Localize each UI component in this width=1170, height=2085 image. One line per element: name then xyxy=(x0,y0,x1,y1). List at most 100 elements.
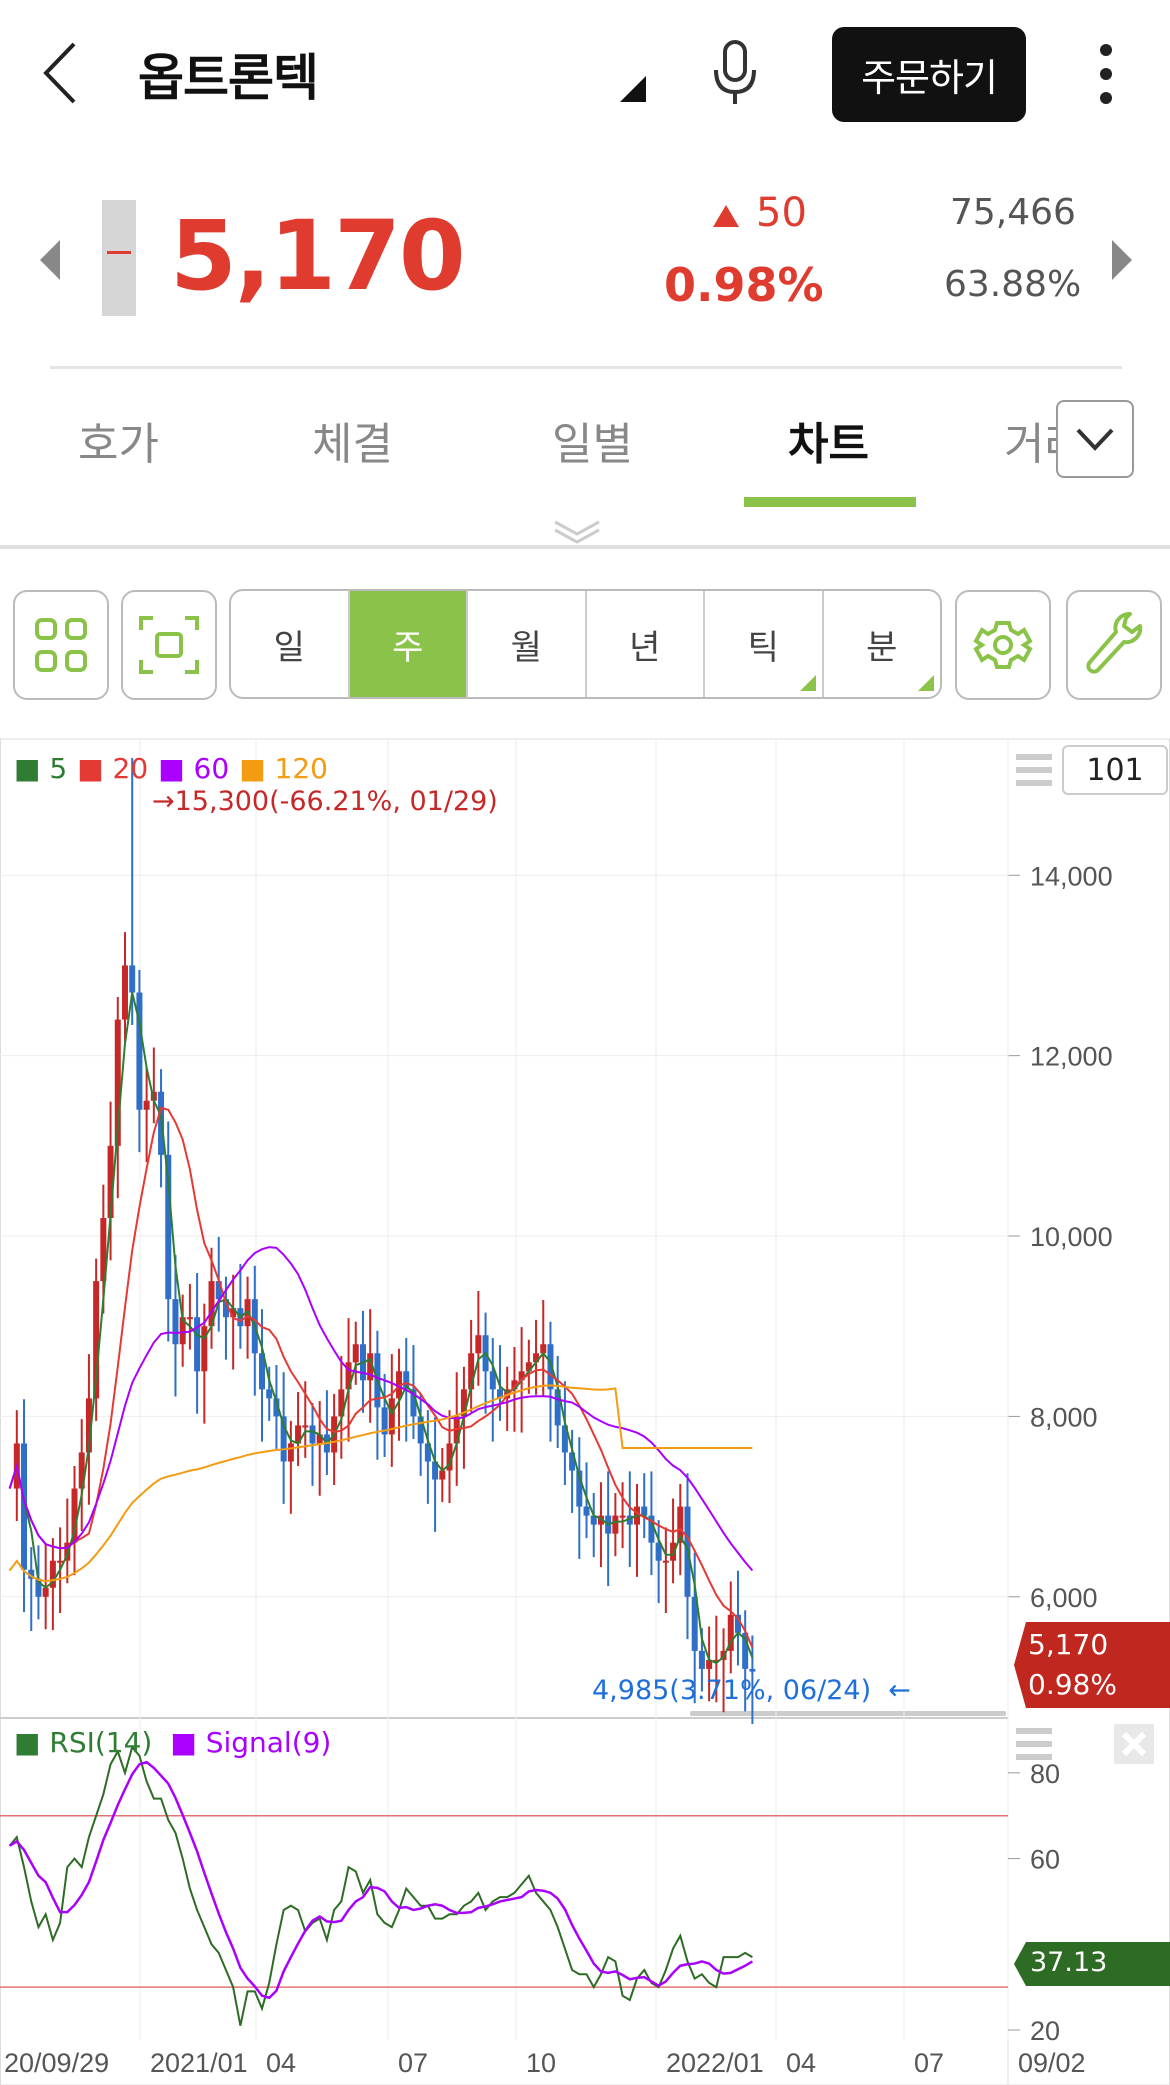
rsi-tick-label: 80 xyxy=(1030,1759,1060,1789)
candle-body xyxy=(641,1506,648,1516)
candle-body xyxy=(273,1398,280,1417)
rsi-legend: ■ RSI(14) ■ Signal(9) xyxy=(14,1726,331,1759)
close-indicator-icon[interactable] xyxy=(1114,1724,1154,1764)
x-tick-label: 2021/01 xyxy=(150,2048,248,2078)
x-tick-label: 07 xyxy=(914,2048,944,2078)
microphone-icon[interactable] xyxy=(710,38,760,108)
candle-body xyxy=(345,1362,352,1390)
candle-body xyxy=(172,1299,179,1345)
tab-chart[interactable]: 차트 xyxy=(788,419,869,470)
chevron-down-icon xyxy=(1076,428,1114,451)
candle-body xyxy=(727,1614,734,1651)
candle-body xyxy=(215,1281,222,1300)
candle-body xyxy=(612,1515,619,1534)
period-week[interactable]: 주 xyxy=(349,591,468,697)
prev-stock-icon[interactable] xyxy=(38,238,62,282)
candle-body xyxy=(424,1443,431,1462)
tab-daily[interactable]: 일별 xyxy=(552,419,633,470)
low-label: 4,985(3.71%, 06/24) ← xyxy=(592,1675,911,1706)
tab-more[interactable]: 거래 xyxy=(1004,419,1056,470)
x-tick-label: 2022/01 xyxy=(666,2048,764,2078)
y-tick-label: 14,000 xyxy=(1030,861,1113,891)
rsi-menu-icon[interactable] xyxy=(1016,1726,1052,1762)
ma120-line xyxy=(8,1384,753,1583)
candle-body xyxy=(662,1560,669,1563)
candle-body xyxy=(670,1542,677,1561)
candle-body xyxy=(57,1560,64,1563)
x-tick-label: 04 xyxy=(786,2048,816,2078)
rsi-tick-label: 60 xyxy=(1030,1845,1060,1875)
candle-body xyxy=(194,1317,201,1372)
x-tick-label: 07 xyxy=(398,2048,428,2078)
period-month[interactable]: 월 xyxy=(468,591,587,697)
period-minute[interactable]: 분 xyxy=(824,591,941,697)
ma60-legend: ■ 60 xyxy=(158,752,230,785)
last-price-badge: 5,170 0.98% xyxy=(1014,1622,1170,1708)
y-tick-label: 6,000 xyxy=(1030,1583,1098,1613)
mini-candle xyxy=(102,200,136,316)
section-divider xyxy=(0,545,1170,549)
candle-body xyxy=(496,1389,503,1399)
expand-handle-icon[interactable] xyxy=(551,518,603,546)
back-arrow-icon[interactable] xyxy=(34,38,84,108)
signal-legend-item: ■ Signal(9) xyxy=(170,1726,332,1759)
candle-body xyxy=(475,1335,482,1354)
fullscreen-button[interactable] xyxy=(121,590,217,700)
tabs-dropdown-button[interactable] xyxy=(1056,400,1134,478)
more-menu-icon[interactable] xyxy=(1094,42,1118,106)
candle-body xyxy=(713,1659,720,1662)
candle-body xyxy=(388,1398,395,1435)
current-price: 5,170 xyxy=(170,200,466,312)
candle-body xyxy=(547,1344,554,1390)
candle-body xyxy=(42,1587,49,1597)
ma120-legend: ■ 120 xyxy=(239,752,328,785)
candle-count-input[interactable]: 101 xyxy=(1062,745,1168,795)
price-chart[interactable]: 14,000 12,000 10,000 8,000 6,000 20/09/29 2021… xyxy=(0,738,1170,2085)
y-tick-label: 10,000 xyxy=(1030,1222,1113,1252)
candle-body xyxy=(446,1443,453,1471)
layout-grid-button[interactable] xyxy=(13,590,109,700)
order-button[interactable]: 주문하기 xyxy=(832,27,1026,122)
candle-body xyxy=(259,1353,266,1390)
candle-body xyxy=(222,1299,229,1318)
ma20-line xyxy=(8,1106,754,1648)
candle-body xyxy=(93,1281,100,1399)
candle-body xyxy=(35,1578,42,1597)
x-tick-label: 09/02 xyxy=(1018,2048,1086,2078)
chart-menu-icon[interactable] xyxy=(1016,752,1052,788)
tools-button[interactable] xyxy=(1066,590,1162,700)
next-stock-icon[interactable] xyxy=(1110,238,1134,282)
x-tick-label: 20/09/29 xyxy=(4,2048,109,2078)
stock-name[interactable]: 옵트론텍 xyxy=(138,49,319,107)
period-day[interactable]: 일 xyxy=(231,591,350,697)
up-triangle-icon xyxy=(713,205,739,227)
candle-body xyxy=(597,1515,604,1525)
volume-ratio: 63.88% xyxy=(944,264,1082,305)
period-year[interactable]: 년 xyxy=(587,591,705,697)
period-tick[interactable]: 틱 xyxy=(705,591,824,697)
candle-body xyxy=(460,1389,467,1417)
chart-settings-button[interactable] xyxy=(955,590,1051,700)
candle-body xyxy=(403,1371,410,1390)
candle-body xyxy=(114,1019,121,1146)
candle-body xyxy=(295,1425,302,1444)
candle-body xyxy=(143,1100,150,1110)
grid-icon xyxy=(35,618,87,672)
candle-body xyxy=(540,1344,547,1354)
x-tick-label: 10 xyxy=(526,2048,556,2078)
candle-body xyxy=(504,1389,511,1399)
candle-body xyxy=(129,965,136,993)
candle-body xyxy=(489,1371,496,1390)
rsi-value-badge: 37.13 xyxy=(1014,1942,1170,1986)
gear-icon xyxy=(973,621,1033,669)
candle-body xyxy=(439,1470,446,1480)
candle-body xyxy=(554,1389,561,1426)
candle-body xyxy=(569,1452,576,1471)
candle-body xyxy=(468,1353,475,1390)
ma5-legend: ■ 5 xyxy=(14,752,68,785)
candle-body xyxy=(352,1344,359,1363)
dropdown-corner-icon[interactable] xyxy=(618,74,648,104)
tab-trades[interactable]: 체결 xyxy=(312,419,393,470)
y-tick-label: 8,000 xyxy=(1030,1402,1098,1432)
tab-hoga[interactable]: 호가 xyxy=(78,419,159,470)
